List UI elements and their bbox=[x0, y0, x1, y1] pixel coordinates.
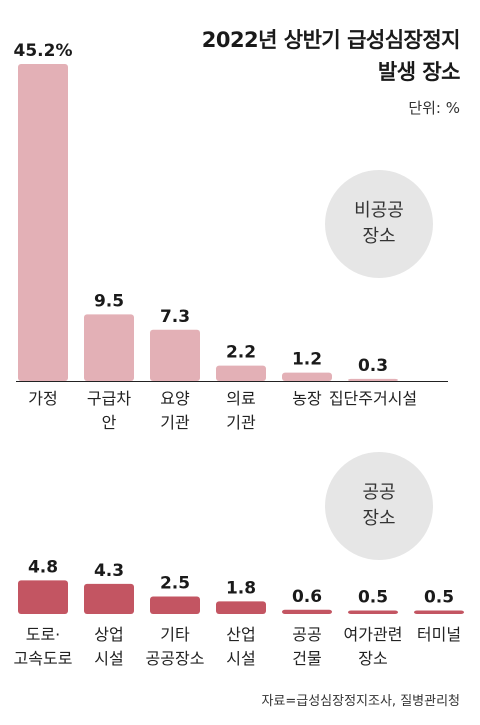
value-label-1-3: 1.8 bbox=[226, 578, 256, 598]
category-label-1-3-1: 시설 bbox=[226, 649, 255, 668]
group-label-nonpublic: 비공공 장소 bbox=[354, 200, 404, 247]
bar-1-2 bbox=[150, 596, 200, 614]
bar-0-4 bbox=[282, 372, 332, 381]
category-label-1-4-1: 건물 bbox=[292, 649, 321, 668]
source-note: 자료=급성심장정지조사, 질병관리청 bbox=[261, 694, 460, 709]
value-label-1-6: 0.5 bbox=[424, 587, 454, 607]
category-label-0-1-1: 안 bbox=[102, 413, 117, 432]
bar-1-1 bbox=[84, 583, 134, 614]
bar-0-2 bbox=[150, 329, 200, 381]
value-label-1-0: 4.8 bbox=[28, 557, 58, 577]
category-label-0-1-0: 구급차 bbox=[87, 389, 131, 408]
group-badge-public: 공공 장소 bbox=[325, 452, 433, 560]
group-badge-nonpublic: 비공공 장소 bbox=[325, 170, 433, 278]
category-label-1-3-0: 산업 bbox=[226, 625, 255, 644]
category-label-0-2-0: 요양 bbox=[160, 389, 190, 408]
unit-label: 단위: % bbox=[408, 99, 460, 117]
bar-1-0 bbox=[18, 580, 68, 614]
bar-0-3 bbox=[216, 365, 266, 381]
group-label-public: 공공 장소 bbox=[362, 482, 396, 529]
value-label-0-1: 9.5 bbox=[94, 291, 124, 311]
value-label-1-2: 2.5 bbox=[160, 573, 190, 593]
bar-1-3 bbox=[216, 601, 266, 614]
category-label-0-3-1: 기관 bbox=[226, 413, 256, 432]
category-label-1-0-1: 고속도로 bbox=[14, 649, 73, 668]
value-label-0-5: 0.3 bbox=[358, 356, 388, 376]
value-label-1-4: 0.6 bbox=[292, 587, 322, 607]
category-label-1-1-1: 시설 bbox=[94, 649, 123, 668]
category-label-0-4-0: 농장 bbox=[292, 389, 322, 408]
category-label-1-0-0: 도로· bbox=[26, 625, 61, 644]
bar-1-4 bbox=[282, 609, 332, 614]
category-label-1-4-0: 공공 bbox=[292, 625, 321, 644]
category-label-1-6-0: 터미널 bbox=[417, 625, 461, 644]
category-label-1-2-0: 기타 bbox=[160, 625, 190, 644]
category-label-1-2-1: 공공장소 bbox=[146, 649, 205, 668]
value-label-0-0: 45.2% bbox=[14, 41, 73, 61]
bar-1-6 bbox=[414, 610, 464, 614]
bar-0-0 bbox=[18, 64, 68, 381]
category-label-0-3-0: 의료 bbox=[226, 389, 255, 408]
bar-1-5 bbox=[348, 610, 398, 614]
value-label-0-4: 1.2 bbox=[292, 350, 322, 370]
value-label-1-5: 0.5 bbox=[358, 587, 388, 607]
bar-0-5 bbox=[348, 378, 398, 381]
value-label-0-2: 7.3 bbox=[160, 307, 190, 327]
category-label-1-1-0: 상업 bbox=[94, 625, 123, 644]
category-label-1-5-0: 여가관련 bbox=[344, 625, 403, 644]
category-label-0-2-1: 기관 bbox=[160, 413, 190, 432]
value-label-0-3: 2.2 bbox=[226, 343, 256, 363]
chart-title: 2022년 상반기 급성심장정지 발생 장소 bbox=[201, 24, 461, 88]
bar-0-1 bbox=[84, 314, 134, 381]
category-label-0-0-0: 가정 bbox=[28, 389, 57, 408]
category-label-0-5-0: 집단주거시설 bbox=[329, 389, 417, 408]
chart-title-line1: 2022년 상반기 급성심장정지 bbox=[201, 28, 461, 52]
value-label-1-1: 4.3 bbox=[94, 561, 124, 581]
category-label-1-5-1: 장소 bbox=[358, 649, 387, 668]
chart-title-line2: 발생 장소 bbox=[377, 60, 461, 84]
